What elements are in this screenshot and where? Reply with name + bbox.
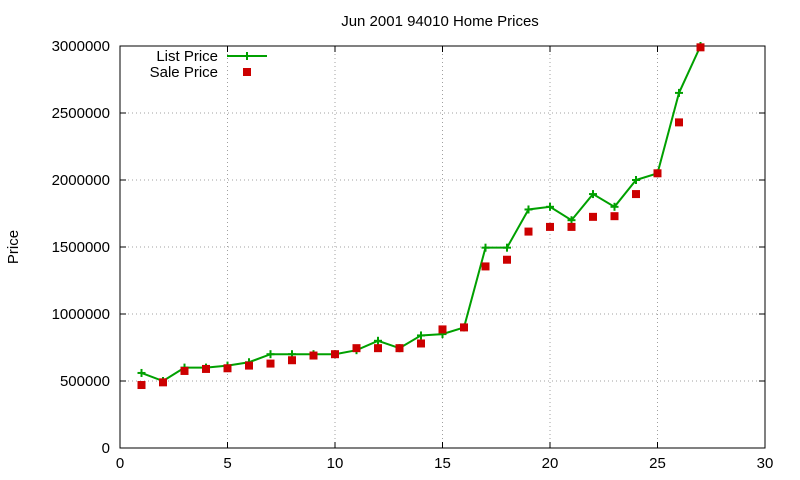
data-point (266, 350, 275, 359)
data-point (288, 356, 296, 365)
x-tick-label: 30 (757, 455, 774, 472)
data-point (503, 255, 511, 264)
data-point (524, 205, 533, 214)
data-point (266, 359, 275, 368)
x-tick-label: 15 (434, 455, 451, 472)
gridlines (120, 46, 765, 448)
data-point (610, 202, 619, 211)
data-point (675, 88, 683, 97)
data-point (223, 364, 232, 373)
data-point (309, 351, 318, 360)
data-point (137, 368, 146, 377)
legend-item: Sale Price (150, 64, 251, 81)
data-point (159, 378, 167, 387)
series-list-price (137, 42, 705, 385)
legend-label: Sale Price (150, 64, 218, 81)
data-point (653, 169, 662, 178)
data-point (610, 212, 619, 221)
x-tick-label: 10 (327, 455, 344, 472)
y-tick-label: 0 (102, 440, 110, 457)
y-tick-label: 3000000 (52, 38, 110, 55)
data-point (417, 339, 425, 348)
data-point (202, 364, 210, 373)
data-point (589, 190, 597, 199)
data-point (481, 243, 490, 252)
x-tick-label: 5 (223, 455, 231, 472)
legend-marker (243, 52, 251, 60)
data-point (374, 344, 382, 353)
y-tick-label: 1500000 (52, 239, 110, 256)
data-point (567, 222, 576, 231)
axis-ticks: 0 5 10 15 20 25 30 0 500000 1000000 1500000 2000000… (52, 38, 774, 472)
x-tick-label: 25 (649, 455, 666, 472)
data-point (696, 43, 705, 52)
data-point (481, 262, 490, 271)
data-point (137, 381, 146, 390)
y-tick-label: 1000000 (52, 306, 110, 323)
data-point (524, 227, 533, 236)
data-point (331, 350, 339, 359)
data-point (546, 222, 554, 231)
y-axis-label: Price (5, 230, 22, 264)
data-point (567, 216, 576, 225)
chart-title: Jun 2001 94010 Home Prices (341, 13, 539, 30)
data-point (632, 176, 640, 184)
data-point (352, 344, 361, 353)
legend-marker (243, 68, 251, 76)
data-point (460, 323, 468, 332)
y-tick-label: 2500000 (52, 105, 110, 122)
x-tick-label: 20 (542, 455, 559, 472)
data-point (180, 366, 189, 375)
data-point (503, 243, 511, 252)
data-point (589, 212, 597, 221)
y-tick-label: 2000000 (52, 172, 110, 189)
data-point (632, 190, 640, 199)
legend-label: List Price (156, 48, 218, 65)
data-point (438, 325, 447, 334)
y-tick-label: 500000 (60, 373, 110, 390)
data-point (395, 344, 404, 353)
data-point (374, 336, 382, 345)
data-point (546, 202, 554, 211)
data-point (245, 361, 253, 370)
series-layer (137, 42, 705, 390)
data-point (675, 118, 683, 127)
data-point (417, 331, 425, 340)
x-tick-label: 0 (116, 455, 124, 472)
series-sale-price (137, 43, 705, 390)
legend-item: List Price (156, 48, 267, 65)
